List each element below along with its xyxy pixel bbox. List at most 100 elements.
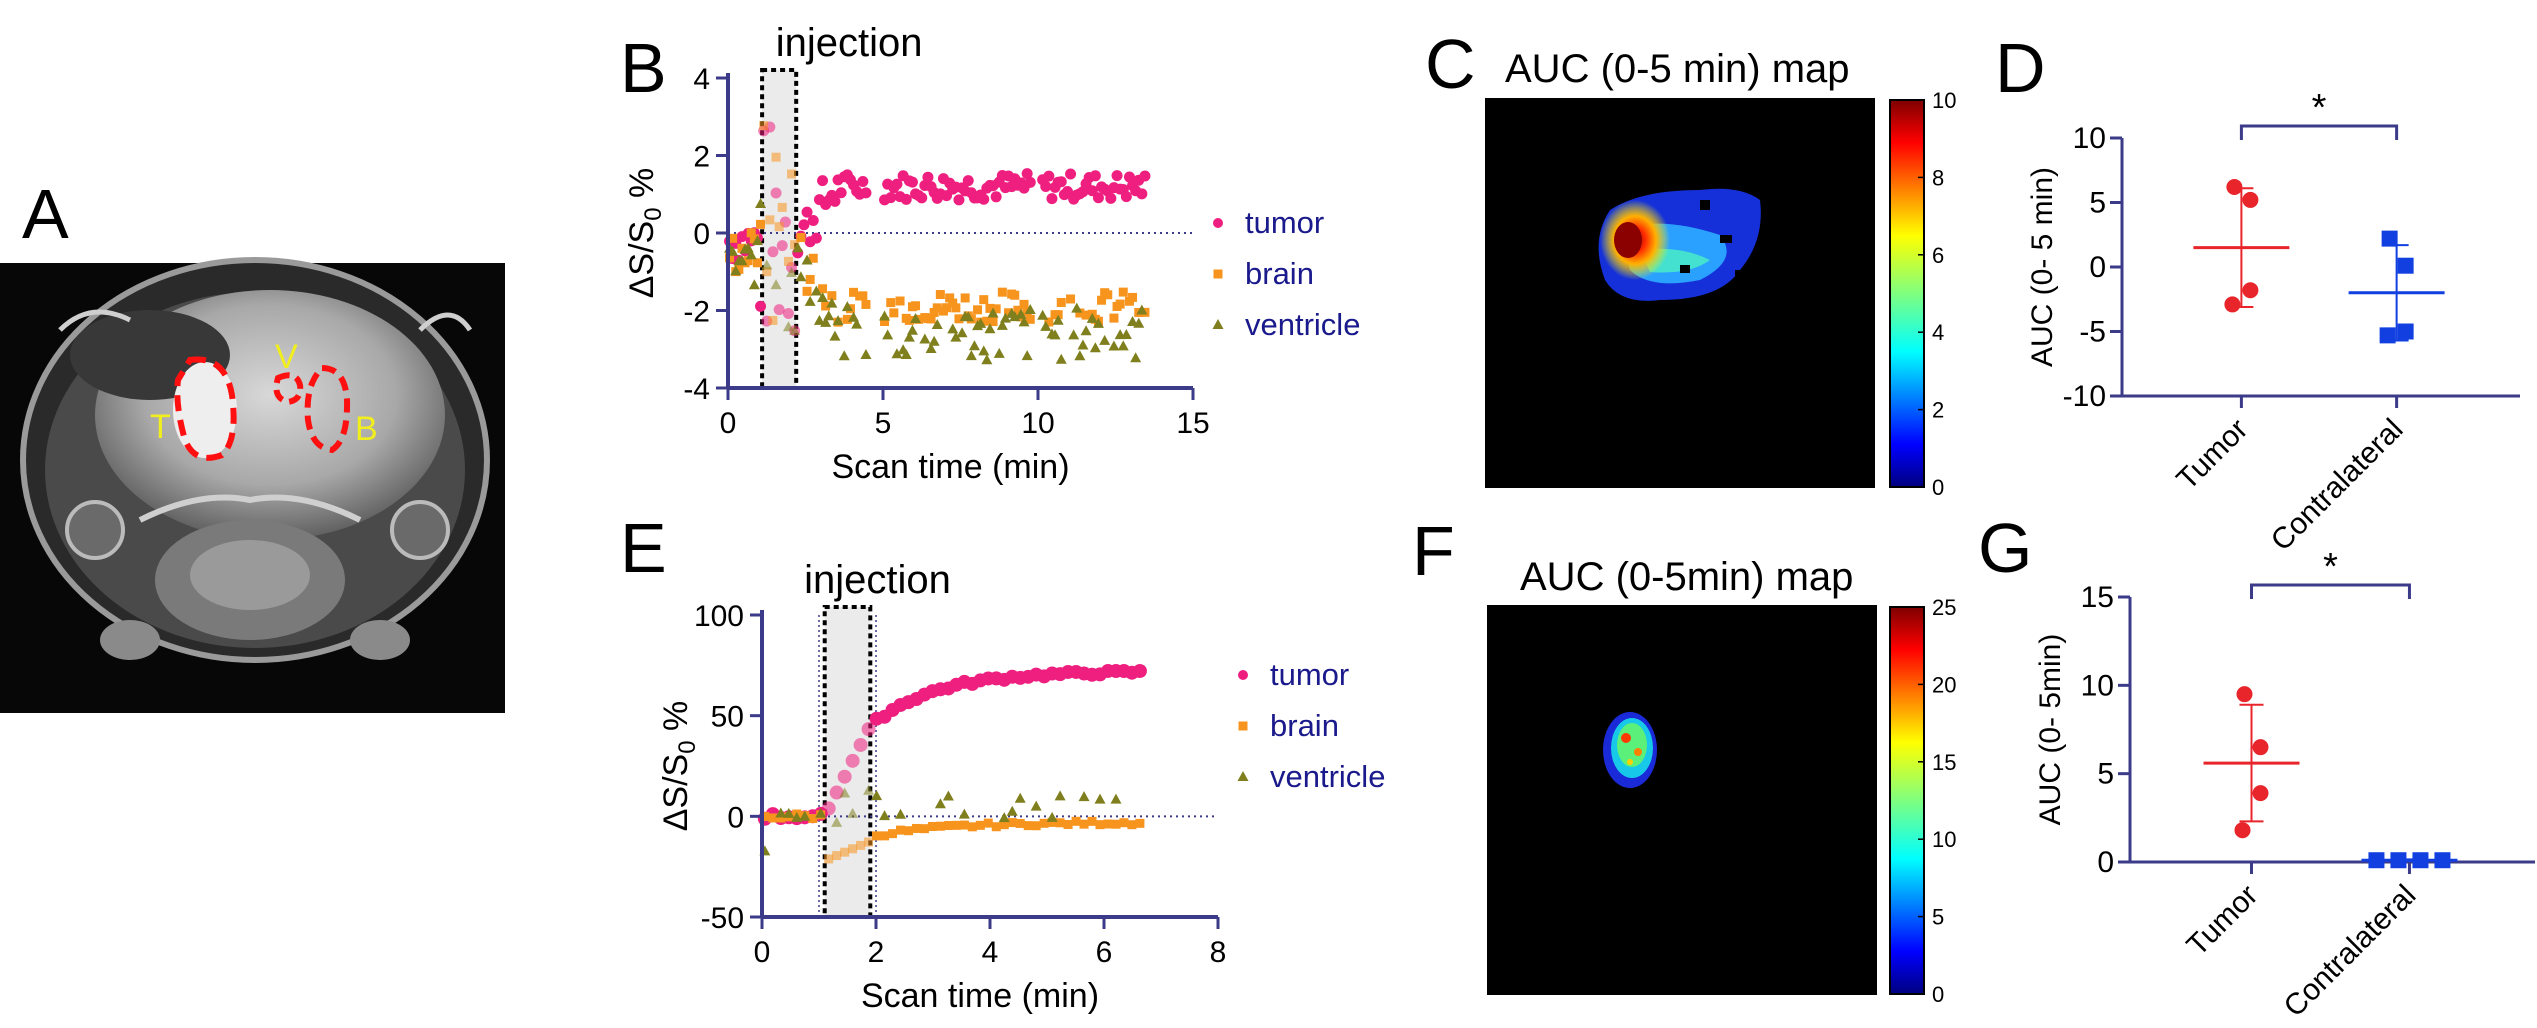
ventricle-point — [820, 316, 832, 327]
brain-point — [1019, 299, 1029, 309]
tumor-point — [860, 187, 872, 199]
brain-point — [960, 293, 970, 303]
brain-point — [927, 822, 937, 832]
brain-point — [988, 317, 998, 327]
ventricle-point — [1077, 339, 1089, 350]
tumor-point — [1105, 192, 1117, 204]
colorbar-tick-label: 8 — [1932, 165, 1944, 190]
tumor-point — [801, 206, 813, 218]
brain-point — [1081, 310, 1091, 320]
colorbar-tick-label: 6 — [1932, 243, 1944, 268]
brain-point — [768, 315, 778, 325]
chart-e: injection 0 2 4 6 8 100 50 0 -50 Scan time (min) ΔS… — [657, 558, 1385, 1015]
y-tick-label: 5 — [2097, 758, 2114, 791]
ventricle-point — [789, 325, 801, 336]
brain-point — [783, 256, 793, 266]
ventricle-point — [838, 350, 850, 361]
data-point-contralateral — [2397, 257, 2414, 274]
panel-label-g: G — [1978, 509, 2032, 587]
ventricle-point — [841, 301, 853, 312]
legend-marker-tumor — [1238, 670, 1248, 680]
legend-marker-tumor — [1213, 218, 1223, 228]
tumor-point — [990, 191, 1002, 203]
brain-point — [749, 234, 759, 244]
legend-label-brain: brain — [1270, 708, 1339, 743]
x-tick-label: 0 — [720, 407, 737, 440]
y-tick-label: -10 — [2063, 380, 2106, 413]
ventricle-point — [1052, 314, 1064, 325]
panel-label-f: F — [1412, 512, 1455, 590]
data-point-tumor — [2242, 191, 2259, 208]
brain-point — [935, 290, 945, 300]
y-tick-label: 50 — [711, 701, 744, 734]
brain-point — [861, 299, 871, 309]
ventricle-point — [1068, 329, 1080, 340]
colorbar-tick-label: 20 — [1932, 672, 1956, 697]
tumor-point — [837, 769, 852, 784]
ventricle-point — [925, 342, 937, 353]
ventricle-point — [962, 311, 974, 322]
brain-point — [1056, 297, 1066, 307]
tumor-point — [891, 178, 903, 190]
ventricle-point — [895, 808, 907, 819]
y-axis-label: ΔS/S0 % — [657, 701, 701, 832]
ventricle-point — [839, 787, 851, 798]
tumor-point — [776, 240, 788, 252]
data-point-tumor — [2234, 822, 2251, 839]
panel-label-c: C — [1425, 25, 1476, 103]
brain-point — [728, 233, 738, 243]
colorbar-tick-label: 5 — [1932, 905, 1944, 930]
chart-d: 10 5 0 -5 -10 Tumor Contralateral AUC (0- 5 min… — [2026, 87, 2520, 557]
brain-point — [903, 826, 913, 836]
ventricle-point — [871, 790, 883, 801]
brain-point — [1044, 317, 1054, 327]
y-tick-label: 15 — [2081, 581, 2114, 614]
brain-point — [1023, 821, 1033, 831]
ventricle-point — [783, 807, 795, 818]
brain-point — [858, 291, 868, 301]
brain-point — [808, 253, 818, 263]
panel-label-b: B — [620, 29, 667, 107]
ventricle-point — [851, 318, 863, 329]
ventricle-point — [942, 790, 954, 801]
ventricle-point — [813, 314, 825, 325]
ventricle-point — [792, 242, 804, 253]
brain-point — [808, 814, 818, 824]
x-tick-label: Contralateral — [2278, 879, 2423, 1024]
ventricle-point — [799, 810, 811, 821]
roi-tumor — [174, 356, 237, 461]
x-tick-label: 5 — [875, 407, 892, 440]
brain-point — [991, 822, 1001, 832]
ventricle-point — [1049, 329, 1061, 340]
tumor-point — [755, 300, 767, 312]
y-axis-label: ΔS/S0 % — [623, 168, 667, 299]
y-tick-label: -5 — [2079, 316, 2106, 349]
data-point-tumor — [2242, 282, 2259, 299]
tumor-point — [962, 175, 974, 187]
brain-point — [886, 298, 896, 308]
brain-point — [1039, 818, 1049, 828]
roi-label-tumor: T — [150, 408, 171, 446]
ventricle-point — [736, 255, 748, 266]
brain-point — [1097, 295, 1107, 305]
significance-star: * — [2323, 546, 2338, 588]
ventricle-point — [847, 807, 859, 818]
ventricle-point — [1117, 340, 1129, 351]
tumor-point — [1024, 176, 1036, 188]
ventricle-point — [1110, 793, 1122, 804]
tumor-point — [1132, 663, 1147, 678]
brain-point — [1013, 305, 1023, 315]
y-tick-label: -2 — [683, 296, 710, 329]
brain-point — [943, 821, 953, 831]
x-axis-label: Scan time (min) — [861, 977, 1099, 1015]
x-tick-label: 2 — [868, 936, 885, 969]
brain-point — [1135, 818, 1145, 828]
injection-label: injection — [804, 558, 951, 602]
brain-point — [805, 274, 815, 284]
tumor-point — [922, 171, 934, 183]
brain-point — [985, 303, 995, 313]
ventricle-point — [748, 279, 760, 290]
brain-point — [911, 823, 921, 833]
brain-point — [973, 305, 983, 315]
ventricle-point — [906, 324, 918, 335]
